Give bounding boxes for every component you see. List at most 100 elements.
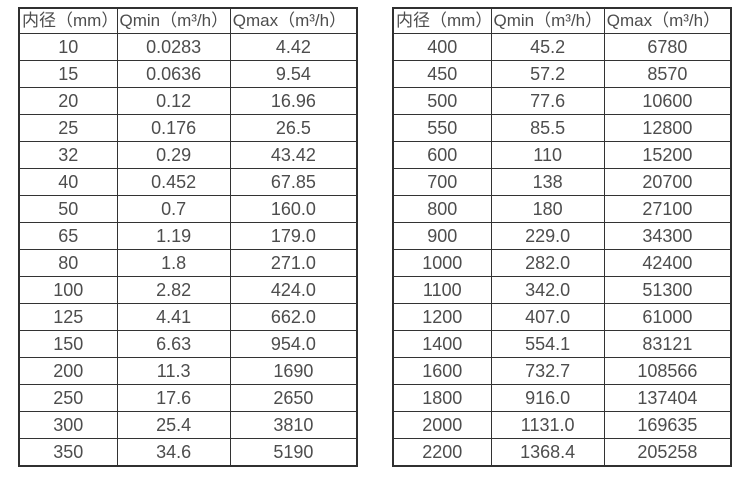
table-cell: 83121	[603, 330, 732, 358]
table-row: 300 25.4 3810	[18, 411, 358, 439]
table-row: 2200 1368.4 205258	[392, 438, 732, 467]
table-row: 1200 407.0 61000	[392, 303, 732, 331]
table-row: 450 57.2 8570	[392, 60, 732, 88]
table-cell: 169635	[603, 411, 732, 439]
table-cell: 10600	[603, 87, 732, 115]
table-cell: 8570	[603, 60, 732, 88]
table-row: 1600 732.7 108566	[392, 357, 732, 385]
table-cell: 34.6	[116, 438, 231, 467]
table-row: 80 1.8 271.0	[18, 249, 358, 277]
table-cell: 12800	[603, 114, 732, 142]
table-cell: 1368.4	[490, 438, 605, 467]
table-row: 1000 282.0 42400	[392, 249, 732, 277]
table-cell: 34300	[603, 222, 732, 250]
table-cell: 51300	[603, 276, 732, 304]
flow-table-large-diameter: 内径（mm） Qmin（m³/h） Qmax（m³/h） 400 45.2 6780 45…	[392, 7, 732, 467]
table-cell: 2650	[229, 384, 358, 412]
table-row: 2000 1131.0 169635	[392, 411, 732, 439]
table-cell: 20	[18, 87, 118, 115]
table-cell: 2.82	[116, 276, 231, 304]
table-row: 1400 554.1 83121	[392, 330, 732, 358]
table-cell: 27100	[603, 195, 732, 223]
table-cell: 732.7	[490, 357, 605, 385]
table-cell: 0.7	[116, 195, 231, 223]
table-cell: 45.2	[490, 33, 605, 61]
table-cell: 554.1	[490, 330, 605, 358]
table-row: 600 110 15200	[392, 141, 732, 169]
table-cell: 1690	[229, 357, 358, 385]
table-row: 350 34.6 5190	[18, 438, 358, 467]
table-cell: 100	[18, 276, 118, 304]
table-row: 1800 916.0 137404	[392, 384, 732, 412]
table-cell: 3810	[229, 411, 358, 439]
flow-table-small-diameter: 内径（mm） Qmin（m³/h） Qmax（m³/h） 10 0.0283 4.42 1…	[18, 7, 358, 467]
table-cell: 1000	[392, 249, 492, 277]
column-header: 内径（mm）	[18, 7, 118, 34]
table-cell: 42400	[603, 249, 732, 277]
table-cell: 229.0	[490, 222, 605, 250]
table-cell: 1600	[392, 357, 492, 385]
table-cell: 300	[18, 411, 118, 439]
header-row: 内径（mm） Qmin（m³/h） Qmax（m³/h）	[18, 7, 358, 34]
column-header: Qmax（m³/h）	[603, 7, 732, 34]
table-row: 200 11.3 1690	[18, 357, 358, 385]
table-cell: 900	[392, 222, 492, 250]
table-cell: 11.3	[116, 357, 231, 385]
table-cell: 5190	[229, 438, 358, 467]
table-cell: 1100	[392, 276, 492, 304]
table-cell: 954.0	[229, 330, 358, 358]
table-cell: 138	[490, 168, 605, 196]
table-row: 20 0.12 16.96	[18, 87, 358, 115]
table-cell: 125	[18, 303, 118, 331]
table-row: 150 6.63 954.0	[18, 330, 358, 358]
table-cell: 40	[18, 168, 118, 196]
table-row: 900 229.0 34300	[392, 222, 732, 250]
table-cell: 1.19	[116, 222, 231, 250]
table-cell: 137404	[603, 384, 732, 412]
column-header: Qmax（m³/h）	[229, 7, 358, 34]
table-cell: 15	[18, 60, 118, 88]
table-cell: 1400	[392, 330, 492, 358]
table-cell: 160.0	[229, 195, 358, 223]
table-row: 800 180 27100	[392, 195, 732, 223]
table-cell: 17.6	[116, 384, 231, 412]
table-cell: 179.0	[229, 222, 358, 250]
table-cell: 26.5	[229, 114, 358, 142]
table-cell: 20700	[603, 168, 732, 196]
flow-range-tables: 内径（mm） Qmin（m³/h） Qmax（m³/h） 10 0.0283 4.42 1…	[18, 7, 732, 467]
table-cell: 25	[18, 114, 118, 142]
table-cell: 6780	[603, 33, 732, 61]
table-cell: 50	[18, 195, 118, 223]
table-cell: 77.6	[490, 87, 605, 115]
table-cell: 1131.0	[490, 411, 605, 439]
table-row: 32 0.29 43.42	[18, 141, 358, 169]
table-row: 100 2.82 424.0	[18, 276, 358, 304]
table-row: 40 0.452 67.85	[18, 168, 358, 196]
table-cell: 61000	[603, 303, 732, 331]
table-cell: 200	[18, 357, 118, 385]
table-row: 700 138 20700	[392, 168, 732, 196]
table-cell: 1.8	[116, 249, 231, 277]
table-cell: 1200	[392, 303, 492, 331]
table-row: 550 85.5 12800	[392, 114, 732, 142]
table-cell: 500	[392, 87, 492, 115]
table-cell: 0.176	[116, 114, 231, 142]
table-cell: 6.63	[116, 330, 231, 358]
table-cell: 150	[18, 330, 118, 358]
table-cell: 16.96	[229, 87, 358, 115]
table-cell: 2200	[392, 438, 492, 467]
table-cell: 110	[490, 141, 605, 169]
table-row: 65 1.19 179.0	[18, 222, 358, 250]
table-row: 400 45.2 6780	[392, 33, 732, 61]
table-cell: 0.29	[116, 141, 231, 169]
table-cell: 67.85	[229, 168, 358, 196]
table-cell: 9.54	[229, 60, 358, 88]
column-header: Qmin（m³/h）	[490, 7, 605, 34]
table-cell: 0.0283	[116, 33, 231, 61]
table-cell: 85.5	[490, 114, 605, 142]
table-cell: 0.12	[116, 87, 231, 115]
table-cell: 2000	[392, 411, 492, 439]
table-cell: 800	[392, 195, 492, 223]
table-cell: 180	[490, 195, 605, 223]
table-cell: 700	[392, 168, 492, 196]
